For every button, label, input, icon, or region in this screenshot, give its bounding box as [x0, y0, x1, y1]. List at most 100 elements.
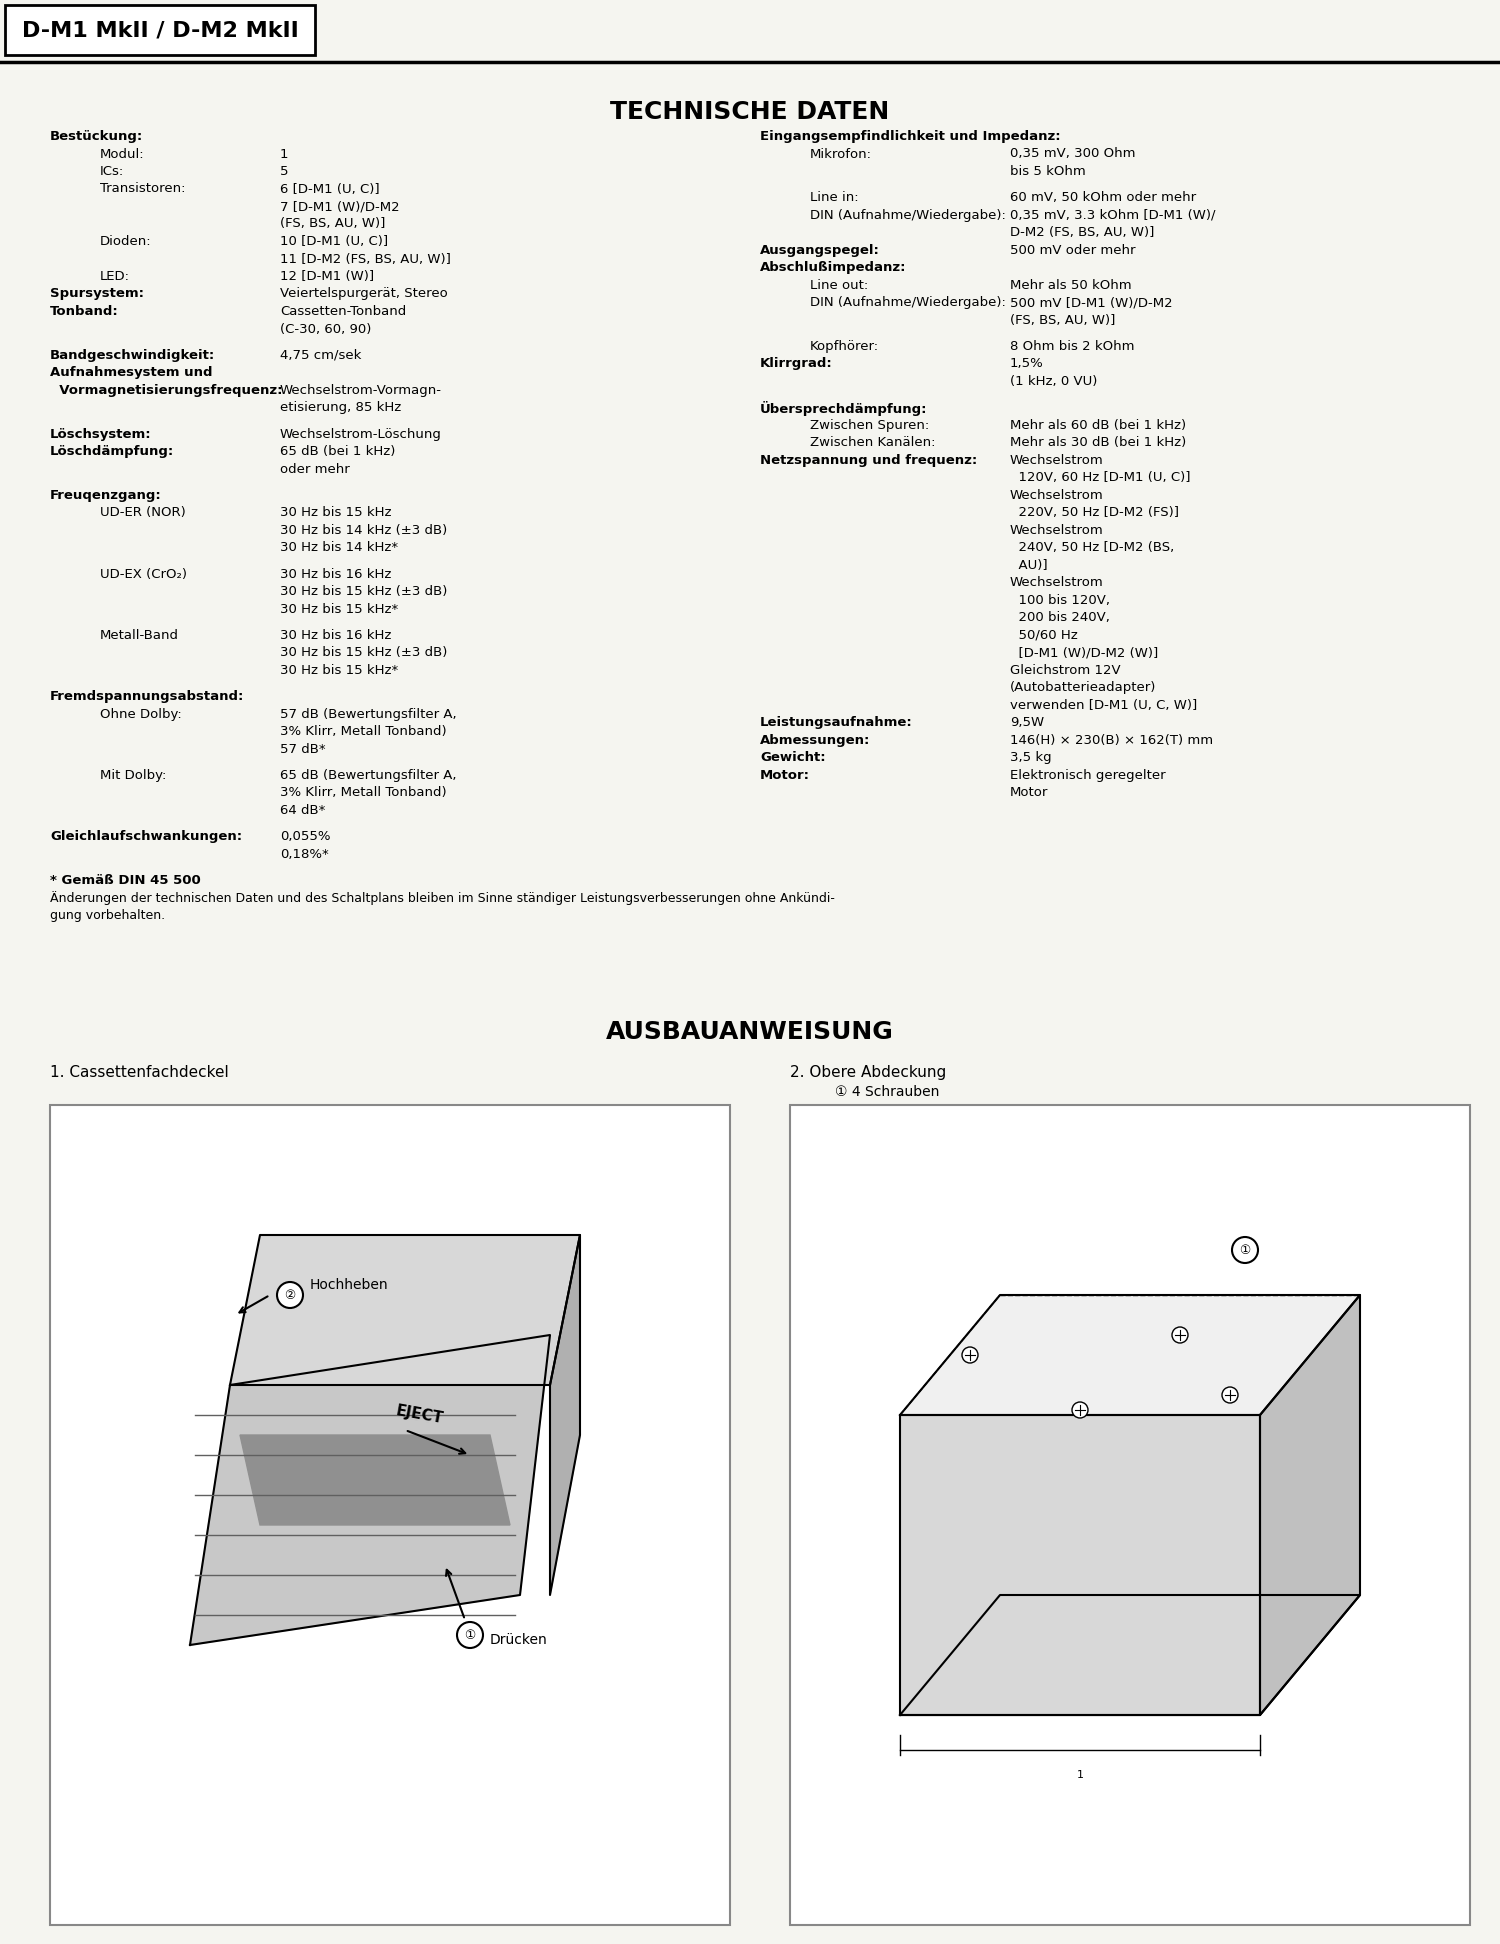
- Text: Mikrofon:: Mikrofon:: [810, 148, 871, 161]
- Text: 1,5%: 1,5%: [1010, 358, 1044, 371]
- Text: AUSBAUANWEISUNG: AUSBAUANWEISUNG: [606, 1021, 894, 1044]
- Text: Kopfhörer:: Kopfhörer:: [810, 340, 879, 354]
- Text: Wechselstrom: Wechselstrom: [1010, 523, 1104, 537]
- Text: Wechselstrom: Wechselstrom: [1010, 488, 1104, 502]
- Text: 5: 5: [280, 165, 288, 179]
- Polygon shape: [1260, 1295, 1360, 1715]
- Text: 50/60 Hz: 50/60 Hz: [1010, 628, 1077, 642]
- Text: Line out:: Line out:: [810, 278, 868, 292]
- Text: 200 bis 240V,: 200 bis 240V,: [1010, 610, 1110, 624]
- Text: 500 mV [D-M1 (W)/D-M2: 500 mV [D-M1 (W)/D-M2: [1010, 295, 1173, 309]
- Text: Drücken: Drücken: [490, 1633, 548, 1647]
- Text: Mehr als 60 dB (bei 1 kHz): Mehr als 60 dB (bei 1 kHz): [1010, 418, 1186, 432]
- Text: 57 dB (Bewertungsfilter A,: 57 dB (Bewertungsfilter A,: [280, 708, 456, 721]
- FancyBboxPatch shape: [4, 6, 315, 54]
- Text: 30 Hz bis 15 kHz*: 30 Hz bis 15 kHz*: [280, 603, 399, 616]
- Text: Veiertelspurgerät, Stereo: Veiertelspurgerät, Stereo: [280, 288, 447, 301]
- Text: Mehr als 50 kOhm: Mehr als 50 kOhm: [1010, 278, 1131, 292]
- Polygon shape: [550, 1234, 580, 1594]
- Text: 9,5W: 9,5W: [1010, 715, 1044, 729]
- Text: 30 Hz bis 14 kHz (±3 dB): 30 Hz bis 14 kHz (±3 dB): [280, 523, 447, 537]
- Circle shape: [1072, 1402, 1088, 1417]
- Text: Abschlußimpedanz:: Abschlußimpedanz:: [760, 260, 906, 274]
- Text: UD-ER (NOR): UD-ER (NOR): [100, 505, 186, 519]
- Text: (Autobatterieadapter): (Autobatterieadapter): [1010, 680, 1156, 694]
- Text: Wechselstrom-Löschung: Wechselstrom-Löschung: [280, 428, 442, 441]
- Text: 57 dB*: 57 dB*: [280, 743, 326, 756]
- Text: Netzspannung und frequenz:: Netzspannung und frequenz:: [760, 453, 978, 467]
- Text: 30 Hz bis 15 kHz*: 30 Hz bis 15 kHz*: [280, 663, 399, 677]
- Text: * Gemäß DIN 45 500: * Gemäß DIN 45 500: [50, 873, 201, 886]
- Text: Elektronisch geregelter: Elektronisch geregelter: [1010, 768, 1166, 781]
- Text: 30 Hz bis 15 kHz (±3 dB): 30 Hz bis 15 kHz (±3 dB): [280, 585, 447, 599]
- Text: Aufnahmesystem und: Aufnahmesystem und: [50, 365, 213, 379]
- Text: DIN (Aufnahme/Wiedergabe):: DIN (Aufnahme/Wiedergabe):: [810, 208, 1006, 222]
- Text: 60 mV, 50 kOhm oder mehr: 60 mV, 50 kOhm oder mehr: [1010, 191, 1196, 204]
- Text: 64 dB*: 64 dB*: [280, 803, 326, 816]
- Text: Eingangsempfindlichkeit und Impedanz:: Eingangsempfindlichkeit und Impedanz:: [760, 130, 1060, 144]
- Text: Dioden:: Dioden:: [100, 235, 152, 249]
- Text: 11 [D-M2 (FS, BS, AU, W)]: 11 [D-M2 (FS, BS, AU, W)]: [280, 253, 452, 266]
- Text: Tonband:: Tonband:: [50, 305, 118, 319]
- Text: Gewicht:: Gewicht:: [760, 750, 825, 764]
- Text: gung vorbehalten.: gung vorbehalten.: [50, 908, 165, 921]
- Text: 65 dB (Bewertungsfilter A,: 65 dB (Bewertungsfilter A,: [280, 768, 456, 781]
- Text: 3% Klirr, Metall Tonband): 3% Klirr, Metall Tonband): [280, 725, 447, 739]
- Text: 0,055%: 0,055%: [280, 830, 330, 844]
- Text: Änderungen der technischen Daten und des Schaltplans bleiben im Sinne ständiger : Änderungen der technischen Daten und des…: [50, 890, 836, 906]
- Text: Modul:: Modul:: [100, 148, 144, 161]
- Polygon shape: [190, 1336, 550, 1645]
- Text: etisierung, 85 kHz: etisierung, 85 kHz: [280, 400, 402, 414]
- Text: Fremdspannungsabstand:: Fremdspannungsabstand:: [50, 690, 244, 704]
- Text: (FS, BS, AU, W)]: (FS, BS, AU, W)]: [1010, 313, 1116, 327]
- Text: oder mehr: oder mehr: [280, 463, 350, 476]
- Text: 120V, 60 Hz [D-M1 (U, C)]: 120V, 60 Hz [D-M1 (U, C)]: [1010, 470, 1191, 484]
- Text: Wechselstrom: Wechselstrom: [1010, 453, 1104, 467]
- Text: Gleichstrom 12V: Gleichstrom 12V: [1010, 663, 1120, 677]
- Text: Wechselstrom-Vormagn-: Wechselstrom-Vormagn-: [280, 383, 442, 397]
- Text: Metall-Band: Metall-Band: [100, 628, 178, 642]
- Text: 1: 1: [280, 148, 288, 161]
- Text: Motor:: Motor:: [760, 768, 810, 781]
- Text: 240V, 50 Hz [D-M2 (BS,: 240V, 50 Hz [D-M2 (BS,: [1010, 540, 1174, 554]
- Text: 0,18%*: 0,18%*: [280, 848, 328, 861]
- Text: D-M1 MkII / D-M2 MkII: D-M1 MkII / D-M2 MkII: [21, 19, 298, 41]
- Text: 12 [D-M1 (W)]: 12 [D-M1 (W)]: [280, 270, 374, 284]
- Text: verwenden [D-M1 (U, C, W)]: verwenden [D-M1 (U, C, W)]: [1010, 698, 1197, 712]
- Circle shape: [278, 1281, 303, 1308]
- Polygon shape: [240, 1435, 510, 1524]
- Text: 220V, 50 Hz [D-M2 (FS)]: 220V, 50 Hz [D-M2 (FS)]: [1010, 505, 1179, 519]
- Text: Gleichlaufschwankungen:: Gleichlaufschwankungen:: [50, 830, 242, 844]
- Polygon shape: [900, 1295, 1360, 1415]
- Text: Vormagnetisierungsfrequenz:: Vormagnetisierungsfrequenz:: [50, 383, 282, 397]
- Polygon shape: [900, 1415, 1260, 1715]
- Text: bis 5 kOhm: bis 5 kOhm: [1010, 165, 1086, 179]
- Circle shape: [458, 1621, 483, 1649]
- Text: Leistungsaufnahme:: Leistungsaufnahme:: [760, 715, 912, 729]
- Text: 30 Hz bis 15 kHz: 30 Hz bis 15 kHz: [280, 505, 392, 519]
- Text: Wechselstrom: Wechselstrom: [1010, 575, 1104, 589]
- Text: (C-30, 60, 90): (C-30, 60, 90): [280, 323, 372, 336]
- Circle shape: [962, 1347, 978, 1363]
- Text: 4,75 cm/sek: 4,75 cm/sek: [280, 348, 362, 362]
- Text: LED:: LED:: [100, 270, 130, 284]
- Text: Freuqenzgang:: Freuqenzgang:: [50, 488, 162, 502]
- FancyBboxPatch shape: [50, 1104, 730, 1925]
- Text: Cassetten-Tonband: Cassetten-Tonband: [280, 305, 406, 319]
- Text: TECHNISCHE DATEN: TECHNISCHE DATEN: [610, 99, 890, 124]
- Text: 65 dB (bei 1 kHz): 65 dB (bei 1 kHz): [280, 445, 396, 459]
- Text: ①: ①: [465, 1629, 476, 1641]
- Text: ICs:: ICs:: [100, 165, 124, 179]
- FancyBboxPatch shape: [790, 1104, 1470, 1925]
- Text: 0,35 mV, 300 Ohm: 0,35 mV, 300 Ohm: [1010, 148, 1136, 161]
- Text: EJECT: EJECT: [394, 1404, 445, 1427]
- Text: UD-EX (CrO₂): UD-EX (CrO₂): [100, 568, 188, 581]
- Text: Mehr als 30 dB (bei 1 kHz): Mehr als 30 dB (bei 1 kHz): [1010, 435, 1186, 449]
- Text: Zwischen Spuren:: Zwischen Spuren:: [810, 418, 928, 432]
- Text: 1. Cassettenfachdeckel: 1. Cassettenfachdeckel: [50, 1065, 228, 1081]
- Text: D-M2 (FS, BS, AU, W)]: D-M2 (FS, BS, AU, W)]: [1010, 226, 1155, 239]
- Text: 30 Hz bis 15 kHz (±3 dB): 30 Hz bis 15 kHz (±3 dB): [280, 645, 447, 659]
- Text: [D-M1 (W)/D-M2 (W)]: [D-M1 (W)/D-M2 (W)]: [1010, 645, 1158, 659]
- Text: Line in:: Line in:: [810, 191, 858, 204]
- Text: 1: 1: [1077, 1769, 1083, 1781]
